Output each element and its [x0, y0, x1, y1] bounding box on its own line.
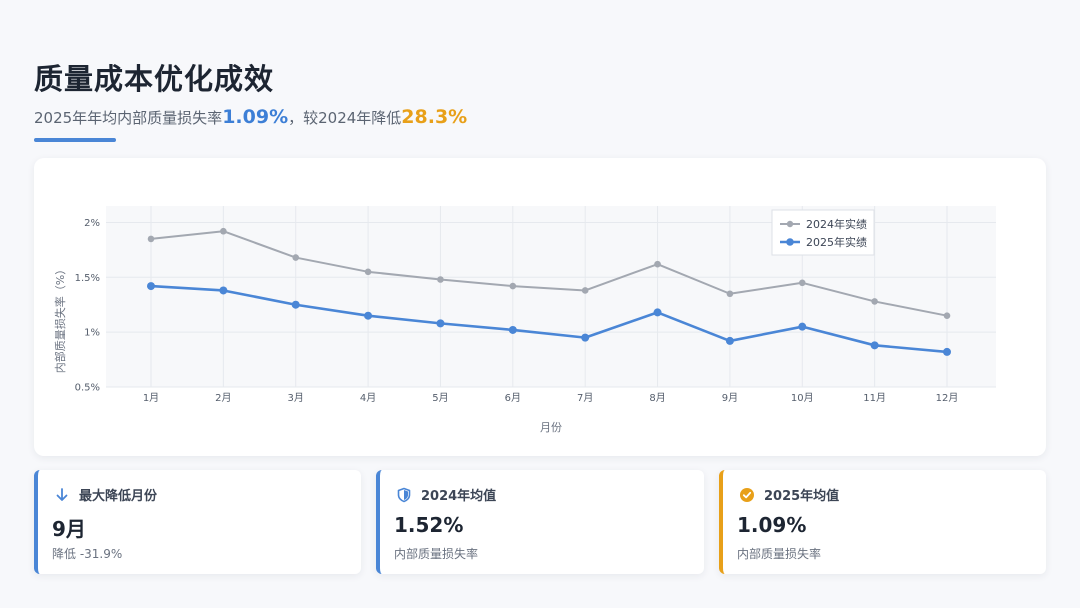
x-tick-label: 8月 [649, 392, 665, 404]
stat-card-title: 2025年均值 [764, 489, 840, 504]
title-underline [34, 138, 116, 142]
y-axis-title: 内部质量损失率（%） [53, 264, 67, 373]
data-point [726, 290, 734, 298]
data-point [798, 279, 806, 287]
data-point [292, 254, 300, 261]
data-point [943, 347, 951, 356]
data-point [509, 282, 517, 290]
arrow-down-icon [54, 487, 70, 503]
stat-card-desc: 内部质量损失率 [737, 547, 822, 561]
x-tick-label: 11月 [863, 392, 886, 404]
chart-card: 0.5% 1% 1.5% 2% 1月 2月 3月 4月 5月 6月 7月 8月 9月 10月 11月 12月月… [34, 158, 1046, 456]
x-tick-label: 10月 [791, 392, 814, 404]
stat-card-desc: 降低 -31.9% [52, 547, 123, 561]
data-point [508, 325, 517, 334]
x-tick-label: 12月 [936, 392, 959, 404]
y-tick-label: 1.5% [75, 273, 100, 284]
x-tick-label: 6月 [505, 392, 521, 404]
data-point [581, 333, 590, 342]
data-point [943, 312, 951, 319]
stat-card-value: 9月 [52, 517, 86, 541]
x-tick-label: 2月 [215, 392, 231, 404]
data-point [364, 268, 372, 276]
stat-card-title: 2024年均值 [421, 489, 497, 504]
stat-card-2025-average: 2025年均值 1.09% 内部质量损失率 [719, 470, 1046, 574]
x-tick-label: 4月 [360, 392, 376, 404]
x-tick-label: 3月 [288, 392, 304, 404]
legend-swatch-marker [786, 238, 794, 246]
data-point [870, 341, 879, 350]
x-axis-title: 月份 [540, 421, 562, 434]
stat-card-header: 2025年均值 [739, 485, 839, 504]
stat-card-header: 2024年均值 [396, 485, 496, 504]
data-point [725, 336, 734, 345]
data-point [147, 235, 155, 243]
data-point [147, 282, 155, 291]
stat-card-title: 最大降低月份 [79, 489, 158, 504]
page-subtitle: 2025年年均内部质量损失率1.09%，较2024年降低28.3% [34, 106, 467, 128]
stat-card-value: 1.09% [737, 513, 807, 537]
shield-icon [396, 487, 412, 503]
subtitle-prefix: 2025年年均内部质量损失率 [34, 109, 223, 127]
data-point [581, 287, 589, 294]
stat-card-2024-average: 2024年均值 1.52% 内部质量损失率 [376, 470, 704, 574]
x-tick-label: 9月 [722, 392, 738, 404]
subtitle-value: 1.09% [222, 106, 289, 128]
x-tick-label: 7月 [577, 392, 593, 404]
data-point [798, 322, 807, 331]
data-point [653, 308, 662, 317]
stat-card-value: 1.52% [394, 513, 464, 537]
page-title: 质量成本优化成效 [34, 62, 275, 96]
data-point [654, 260, 661, 268]
subtitle-mid: ，较2024年降低 [288, 109, 402, 127]
x-tick-label: 5月 [432, 392, 448, 404]
legend-swatch-marker [786, 220, 794, 228]
y-tick-label: 0.5% [75, 383, 100, 394]
stat-card-header: 最大降低月份 [54, 485, 157, 504]
data-point [364, 311, 373, 320]
legend-label: 2024年实绩 [806, 217, 867, 231]
data-point [436, 319, 445, 328]
stat-card-desc: 内部质量损失率 [394, 547, 479, 561]
data-point [220, 227, 227, 235]
y-tick-label: 2% [84, 218, 100, 229]
check-badge-icon [739, 487, 755, 503]
legend-label: 2025年实绩 [806, 235, 867, 249]
data-point [871, 298, 878, 305]
data-point [437, 276, 444, 283]
stat-card-max-reduction: 最大降低月份 9月 降低 -31.9% [34, 470, 361, 574]
data-point [219, 286, 228, 295]
series-line [150, 284, 948, 354]
data-point [291, 300, 300, 309]
y-tick-label: 1% [84, 328, 100, 339]
series-line [150, 230, 948, 317]
line-chart: 0.5% 1% 1.5% 2% 1月 2月 3月 4月 5月 6月 7月 8月 9月 10月 11月 12月月… [53, 206, 996, 434]
x-tick-label: 1月 [143, 392, 159, 404]
legend-box [771, 209, 875, 256]
subtitle-reduction: 28.3% [401, 106, 468, 128]
